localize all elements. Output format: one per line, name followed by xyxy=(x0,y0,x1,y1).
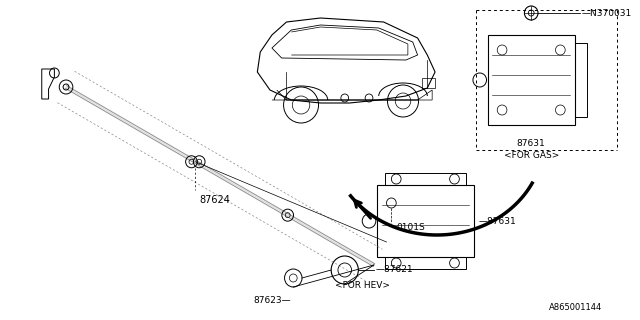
Text: 87623—: 87623— xyxy=(253,296,291,305)
Text: 87631: 87631 xyxy=(517,139,545,148)
Bar xyxy=(385,173,466,185)
Text: <FOR GAS>: <FOR GAS> xyxy=(504,150,559,159)
Bar xyxy=(385,257,466,269)
Text: 0101S: 0101S xyxy=(396,222,425,231)
Text: —87621: —87621 xyxy=(376,266,413,275)
Bar xyxy=(377,185,474,257)
Bar xyxy=(488,35,575,125)
Text: 87624: 87624 xyxy=(199,195,230,205)
Bar xyxy=(575,43,587,117)
Text: <FOR HEV>: <FOR HEV> xyxy=(335,281,390,290)
Text: —N370031: —N370031 xyxy=(582,9,632,18)
Text: —87631: —87631 xyxy=(479,217,516,226)
Text: A865001144: A865001144 xyxy=(549,303,602,312)
